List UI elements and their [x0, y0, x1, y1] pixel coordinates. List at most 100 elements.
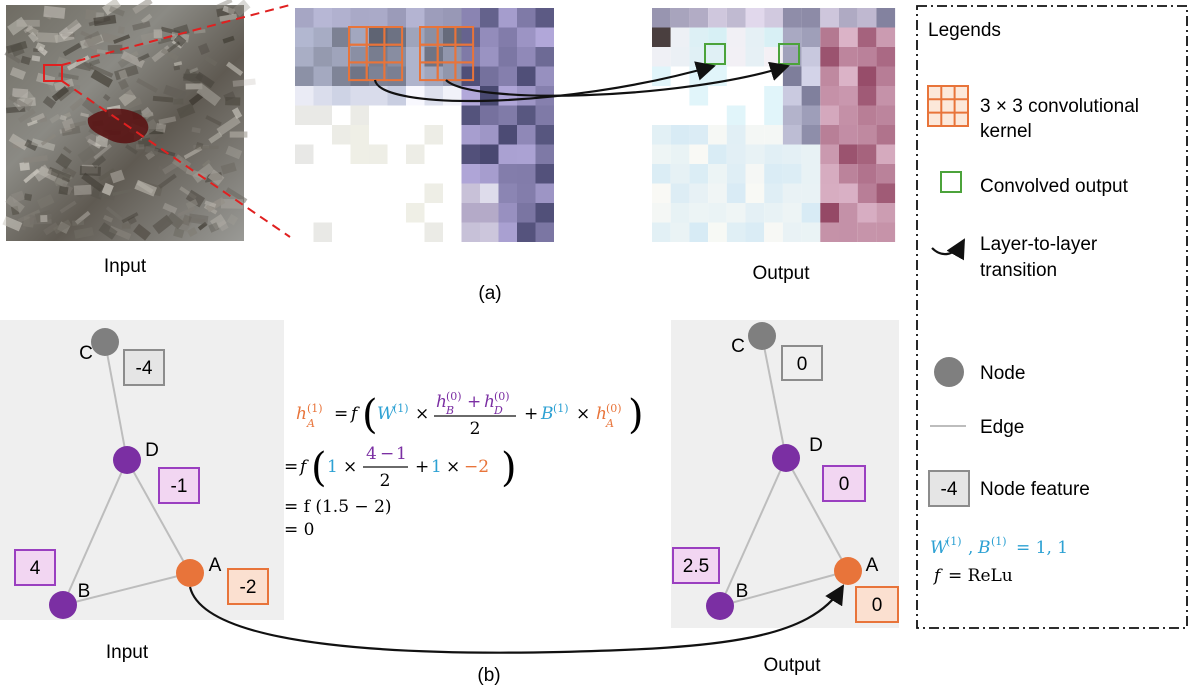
input-pixel [498, 47, 517, 67]
output-pixel [726, 105, 746, 125]
input-pixel [535, 8, 554, 28]
output-pixel [801, 164, 821, 184]
output-pixel [708, 183, 727, 203]
terrain-patch [193, 144, 210, 149]
terrain-patch [160, 26, 181, 36]
terrain-patch [58, 72, 79, 81]
output-pixel [726, 164, 746, 184]
output-pixel [857, 164, 877, 184]
terrain-patch [155, 122, 167, 133]
terrain-patch [13, 90, 36, 112]
terrain-patch [108, 6, 125, 17]
input-pixel [517, 203, 536, 223]
input-pixel [480, 8, 499, 28]
terrain-patch [226, 213, 239, 226]
terrain-patch [121, 212, 139, 224]
output-pixel [857, 86, 877, 106]
output-pixel [782, 203, 802, 223]
out-feature-box-c [781, 345, 823, 381]
output-pixel [764, 144, 783, 164]
terrain-patch [183, 73, 201, 82]
terrain-patch [24, 139, 39, 151]
zoom-line-top [61, 4, 291, 66]
input-pixel [332, 66, 351, 86]
terrain-patch [49, 113, 61, 124]
eq-times-1: × [415, 404, 429, 424]
terrain-texture [2, 0, 256, 241]
output-pixel [764, 222, 783, 242]
terrain-patch [118, 89, 137, 107]
terrain-patch [188, 213, 209, 225]
output-pixel [801, 222, 821, 242]
terrain-patch [121, 223, 131, 229]
output-pixel [782, 8, 802, 28]
output-pixel [764, 203, 783, 223]
input-pixel [480, 183, 499, 203]
input-pixel [535, 183, 554, 203]
terrain-patch [202, 159, 211, 168]
zoom-line-bottom [61, 80, 291, 238]
output-pixel [745, 222, 765, 242]
legend-params-B: B [977, 538, 991, 558]
feature-box-c [123, 349, 165, 386]
output-pixel [857, 222, 877, 242]
output-pixel [782, 27, 802, 47]
eq-lhs-sup: (1) [307, 402, 323, 415]
panel-a-input-label: Input [104, 256, 147, 277]
input-pixel [535, 203, 554, 223]
output-pixel [857, 66, 877, 86]
output-pixel [857, 105, 877, 125]
terrain-patch [189, 67, 199, 74]
eq-one-b: 1 [431, 457, 442, 477]
output-pixel [820, 144, 839, 164]
eq-equals-2: = [284, 457, 298, 477]
terrain-patch [137, 53, 150, 62]
terrain-patch [132, 0, 153, 14]
terrain-patch [196, 145, 219, 150]
input-pixel [406, 8, 425, 28]
kernel-cell [454, 61, 475, 82]
edge-c-d [104, 341, 128, 461]
input-pixel [535, 164, 554, 184]
output-pixel [820, 222, 839, 242]
gcn-equation: h (1) A = f ( W (1) × h (0) B + h (0) D … [284, 390, 644, 540]
terrain-patch [181, 214, 192, 226]
terrain-patch [232, 78, 256, 87]
output-pixel [764, 105, 783, 125]
output-pixel [670, 144, 690, 164]
eq-W: W [377, 404, 396, 424]
output-pixel [726, 8, 746, 28]
output-pixel [764, 125, 783, 145]
terrain-patch [113, 34, 131, 44]
input-pixel [535, 66, 554, 86]
terrain-patch [120, 51, 145, 69]
output-pixel [670, 47, 690, 67]
output-pixel [801, 8, 821, 28]
eq-lhs-h: h [296, 404, 307, 424]
out-feature-box-a [855, 586, 899, 623]
legend-node-icon [934, 357, 964, 387]
input-pixel [480, 222, 499, 242]
output-pixel [652, 183, 671, 203]
output-pixel [708, 125, 727, 145]
input-pixel [424, 222, 443, 242]
input-pixel [424, 8, 443, 28]
edge-b-a [62, 572, 191, 606]
eq-denominator-1: 2 [470, 419, 481, 439]
input-pixel [295, 66, 314, 86]
input-pixel [461, 203, 480, 223]
terrain-patch [91, 155, 107, 169]
output-pixel [801, 144, 821, 164]
terrain-patch [28, 31, 39, 43]
input-pixel [313, 47, 332, 67]
terrain-patch [55, 153, 73, 170]
input-pixel [313, 66, 332, 86]
terrain-patch [217, 219, 229, 232]
feature-value-d: -1 [171, 476, 188, 497]
input-pixel [332, 8, 351, 28]
input-pixel [350, 8, 369, 28]
out-feature-value-b: 2.5 [683, 556, 709, 577]
terrain-patch [93, 14, 117, 27]
terrain-patch [231, 107, 243, 119]
eq-times-4: × [446, 457, 460, 477]
